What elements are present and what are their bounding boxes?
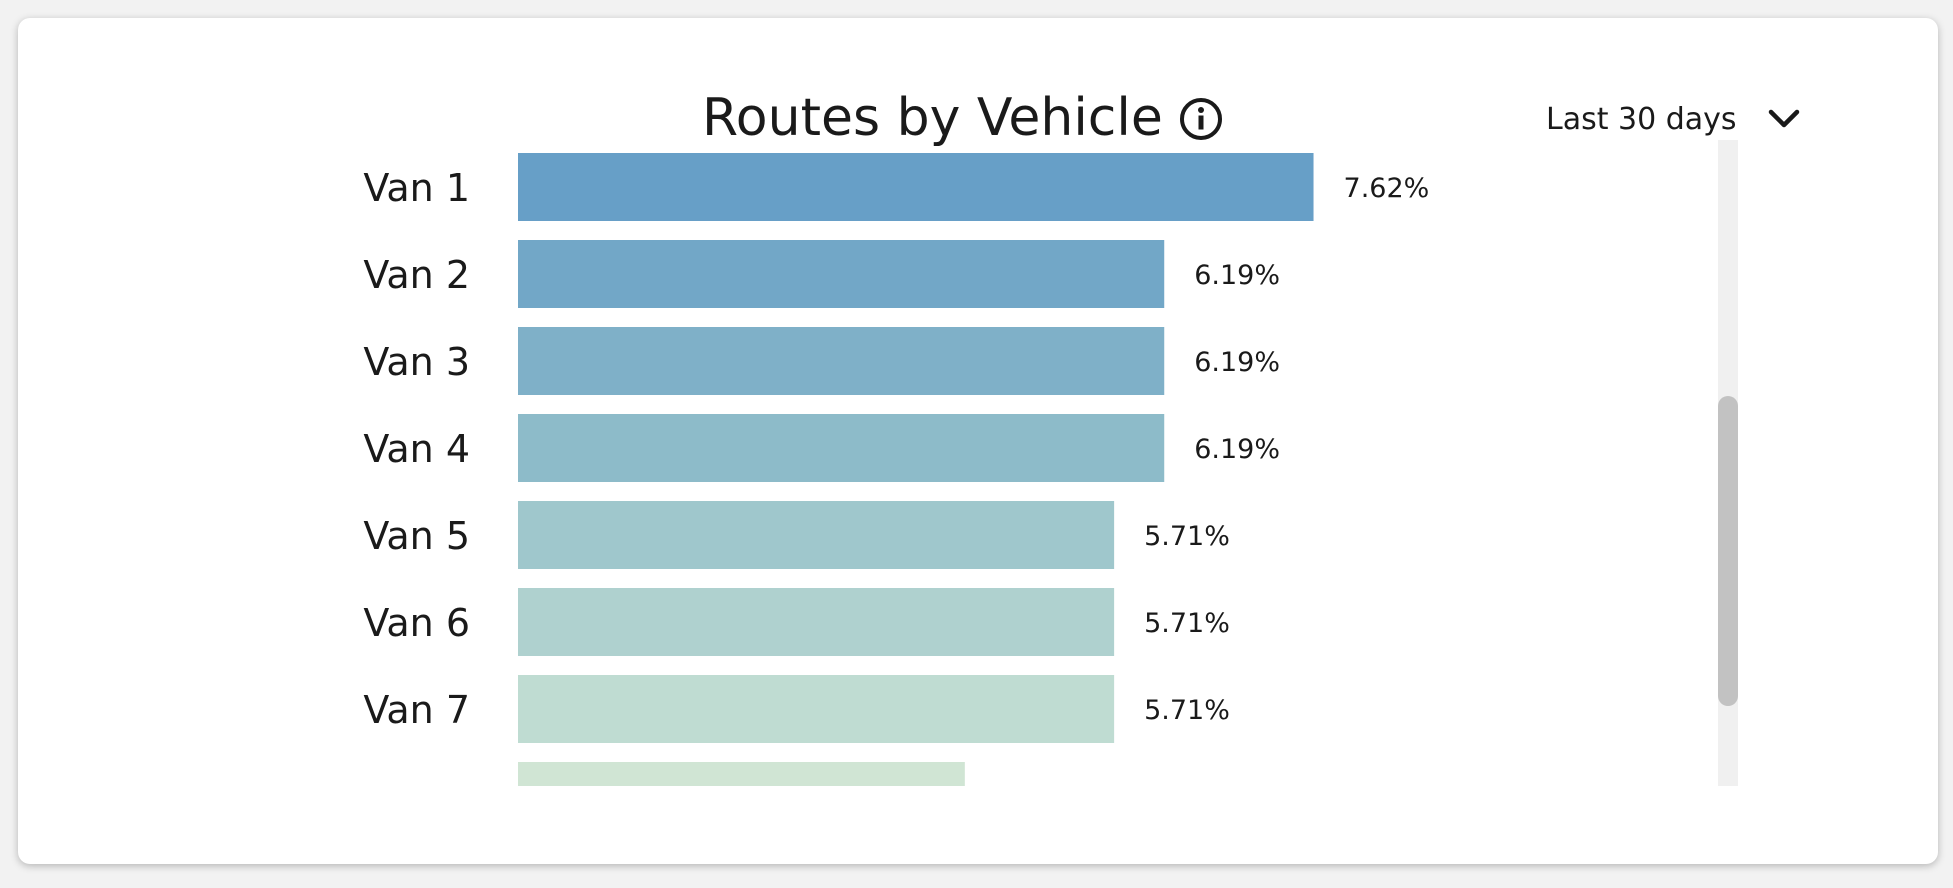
bar-4[interactable] [518, 414, 1165, 482]
bar-6[interactable] [518, 588, 1115, 656]
category-label-5: Van 5 [363, 514, 470, 558]
category-label-6: Van 6 [363, 601, 470, 645]
bar-3[interactable] [518, 327, 1165, 395]
bar-8[interactable] [518, 762, 965, 830]
info-circle-icon[interactable] [1178, 96, 1224, 142]
period-selected-label: Last 30 days [1546, 101, 1737, 137]
category-label-3: Van 3 [363, 340, 470, 384]
bar-7[interactable] [518, 675, 1115, 743]
value-label-5: 5.71% [1144, 521, 1230, 552]
bar-2[interactable] [518, 240, 1165, 308]
value-label-3: 6.19% [1194, 347, 1280, 378]
value-label-6: 5.71% [1144, 608, 1230, 639]
value-label-7: 5.71% [1144, 695, 1230, 726]
bar-5[interactable] [518, 501, 1115, 569]
bar-chart: Van 1 7.62% Van 2 6.19% Van 3 6.19% Van 4 6.19%… [363, 153, 1430, 830]
chart-scrollbar[interactable] [1718, 140, 1738, 786]
category-label-2: Van 2 [363, 253, 470, 297]
scrollbar-thumb[interactable] [1718, 396, 1738, 706]
chart-card: Routes by Vehicle Last 30 days Van 1 7.62… [18, 18, 1938, 864]
value-label-1: 7.62% [1344, 173, 1430, 204]
chevron-down-icon [1768, 109, 1799, 128]
title-row: Routes by Vehicle [18, 76, 1938, 156]
bar-1[interactable] [518, 153, 1314, 221]
category-label-4: Van 4 [363, 427, 470, 471]
category-label-7: Van 7 [363, 688, 470, 732]
chart-title: Routes by Vehicle [702, 88, 1163, 148]
value-label-4: 6.19% [1194, 434, 1280, 465]
category-label-1: Van 1 [363, 166, 470, 210]
period-dropdown[interactable]: Last 30 days [1546, 94, 1801, 144]
value-label-2: 6.19% [1194, 260, 1280, 291]
